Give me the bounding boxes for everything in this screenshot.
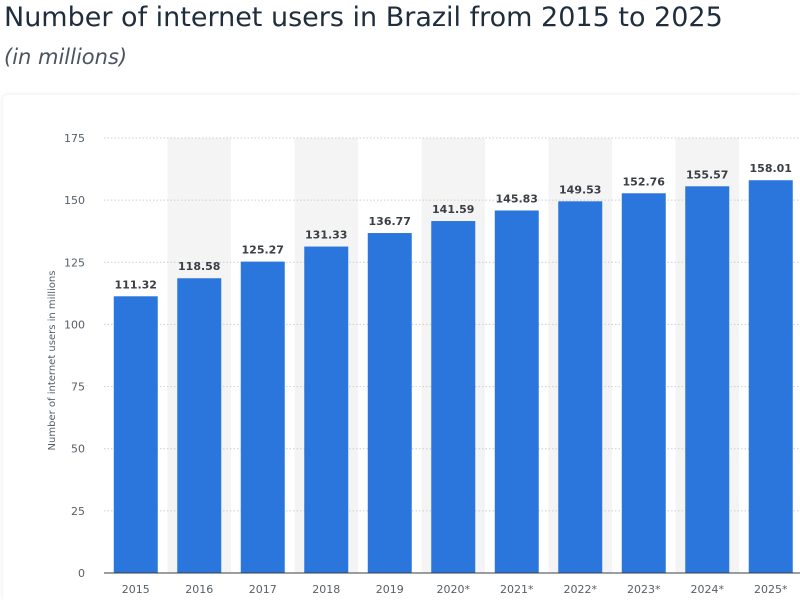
value-labels: 111.32 118.58 125.27 131.33 136.77 141.59 145.… (115, 162, 792, 291)
bar-2017[interactable] (240, 261, 285, 573)
bar-2018[interactable] (304, 246, 349, 573)
y-axis-ticks: 0 25 50 75 100 125 150 175 (64, 132, 85, 580)
x-tick-label-2016: 2016 (185, 583, 213, 596)
x-tick-label-2025*: 2025* (754, 583, 788, 596)
x-tick-label-2020*: 2020* (437, 583, 471, 596)
x-tick-label-2023*: 2023* (627, 583, 661, 596)
bar-2022*[interactable] (558, 201, 603, 573)
x-tick-label-2018: 2018 (312, 583, 340, 596)
y-tick-label: 125 (64, 256, 85, 269)
bar-2015[interactable] (113, 296, 158, 573)
bar-2021*[interactable] (494, 210, 539, 573)
x-tick-label-2019: 2019 (376, 583, 404, 596)
y-tick-label: 175 (64, 132, 85, 145)
x-tick-label-2024*: 2024* (691, 583, 725, 596)
bar-2019[interactable] (367, 233, 412, 573)
data-label-2023*: 152.76 (623, 175, 666, 188)
y-tick-label: 25 (71, 505, 85, 518)
chart-title: Number of internet users in Brazil from … (4, 2, 723, 33)
y-tick-label: 0 (78, 567, 85, 580)
bar-chart: 0 25 50 75 100 125 150 175 111.32 118.58 125.27 13… (47, 132, 800, 596)
bar-2023*[interactable] (621, 193, 666, 573)
bars (113, 180, 793, 573)
y-tick-label: 50 (71, 443, 85, 456)
chart-subtitle: (in millions) (4, 45, 128, 69)
bar-2025*[interactable] (748, 180, 793, 573)
y-axis-title: Number of internet users in millions (47, 271, 58, 451)
bar-2020*[interactable] (431, 221, 476, 573)
data-label-2024*: 155.57 (686, 168, 728, 181)
data-label-2021*: 145.83 (496, 193, 538, 206)
y-tick-label: 100 (64, 318, 85, 331)
y-tick-label: 150 (64, 194, 85, 207)
x-tick-label-2017: 2017 (249, 583, 277, 596)
bar-2024*[interactable] (685, 186, 730, 573)
x-tick-label-2021*: 2021* (500, 583, 534, 596)
data-label-2017: 125.27 (242, 244, 284, 257)
y-tick-label: 75 (71, 381, 85, 394)
x-tick-label-2022*: 2022* (564, 583, 598, 596)
data-label-2015: 111.32 (115, 278, 157, 291)
data-label-2018: 131.33 (305, 229, 347, 242)
data-label-2025*: 158.01 (750, 162, 792, 175)
data-label-2020*: 141.59 (432, 203, 474, 216)
x-axis-ticks: 2015 2016 2017 2018 2019 2020* 2021* 2022* 2023*… (122, 583, 788, 596)
data-label-2022*: 149.53 (559, 183, 601, 196)
x-tick-label-2015: 2015 (122, 583, 150, 596)
bar-2016[interactable] (177, 278, 222, 573)
data-label-2016: 118.58 (178, 260, 220, 273)
chart-card: 0 25 50 75 100 125 150 175 111.32 118.58 125.27 13… (3, 95, 800, 600)
data-label-2019: 136.77 (369, 215, 411, 228)
